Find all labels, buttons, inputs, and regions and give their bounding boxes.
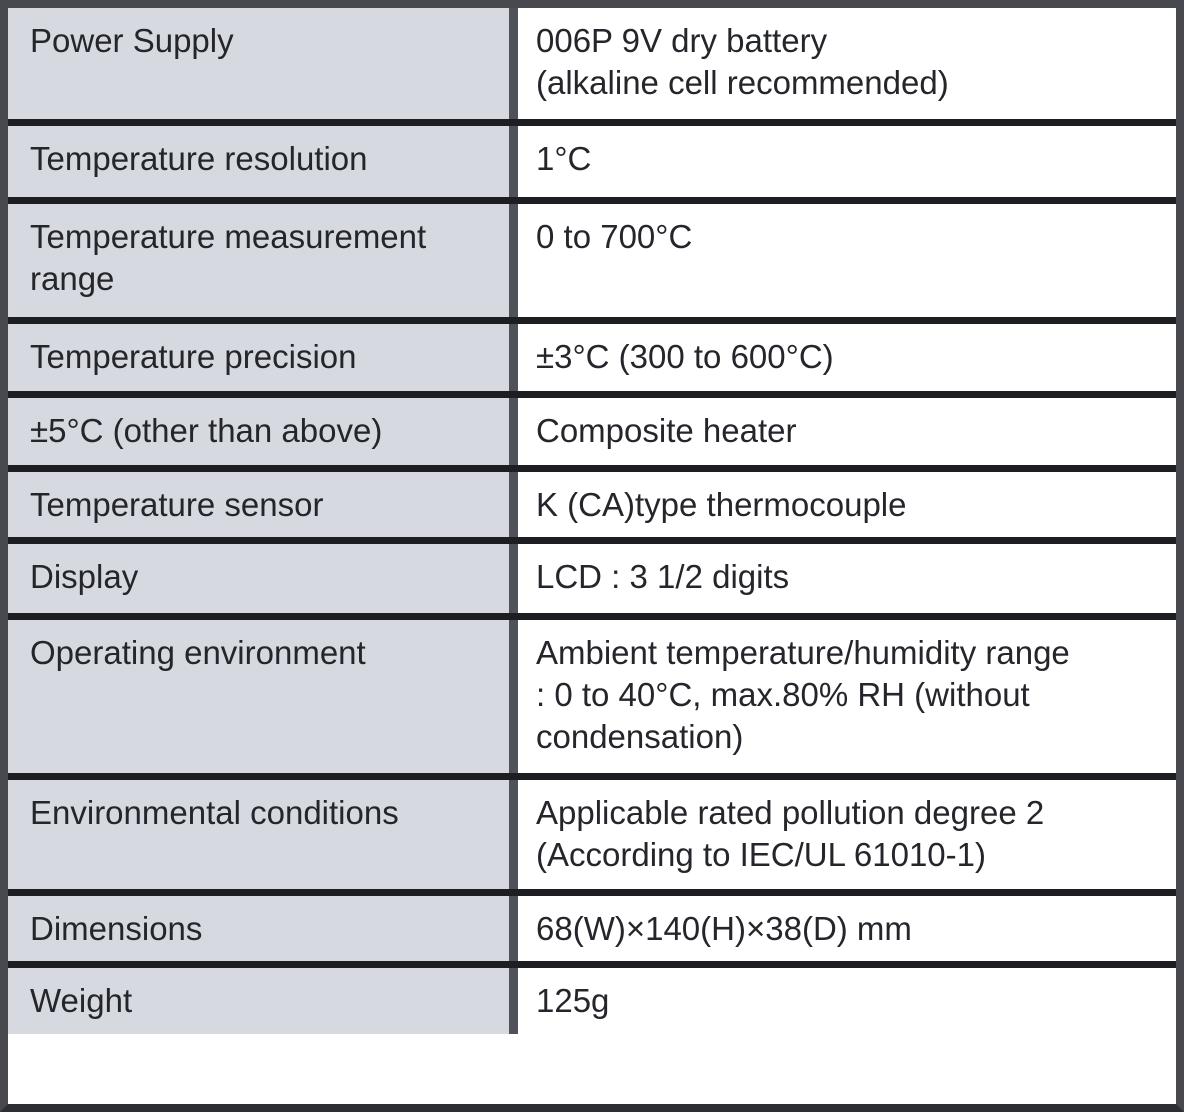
table-row: Operating environment Ambient temperatur… bbox=[8, 620, 1176, 780]
spec-value-cell: Composite heater bbox=[518, 398, 1176, 465]
table-row: Display LCD : 3 1/2 digits bbox=[8, 544, 1176, 620]
spec-value-cell: K (CA)type thermocouple bbox=[518, 472, 1176, 537]
spec-label-cell: Temperature resolution bbox=[8, 126, 518, 197]
spec-value-cell: Ambient temperature/humidity range : 0 t… bbox=[518, 620, 1176, 773]
spec-value-cell: 68(W)×140(H)×38(D) mm bbox=[518, 896, 1176, 961]
table-row: Temperature measurement range 0 to 700°C bbox=[8, 204, 1176, 324]
table-row: Temperature sensor K (CA)type thermocoup… bbox=[8, 472, 1176, 544]
spec-label-cell: Temperature precision bbox=[8, 324, 518, 391]
table-row: Temperature precision ±3°C (300 to 600°C… bbox=[8, 324, 1176, 398]
spec-label-cell: Power Supply bbox=[8, 8, 518, 119]
spec-label-cell: Display bbox=[8, 544, 518, 613]
table-row: ±5°C (other than above) Composite heater bbox=[8, 398, 1176, 472]
spec-label-cell: Environmental conditions bbox=[8, 780, 518, 889]
spec-value-cell: 125g bbox=[518, 968, 1176, 1034]
spec-label-cell: Operating environment bbox=[8, 620, 518, 773]
spec-value-cell: 0 to 700°C bbox=[518, 204, 1176, 317]
spec-value-cell: 006P 9V dry battery (alkaline cell recom… bbox=[518, 8, 1176, 119]
spec-label-cell: ±5°C (other than above) bbox=[8, 398, 518, 465]
spec-value-cell: Applicable rated pollution degree 2 (Acc… bbox=[518, 780, 1176, 889]
table-row: Environmental conditions Applicable rate… bbox=[8, 780, 1176, 896]
spec-value-cell: LCD : 3 1/2 digits bbox=[518, 544, 1176, 613]
spec-value-cell: 1°C bbox=[518, 126, 1176, 197]
spec-label-cell: Weight bbox=[8, 968, 518, 1034]
table-row: Dimensions 68(W)×140(H)×38(D) mm bbox=[8, 896, 1176, 968]
spec-value-cell: ±3°C (300 to 600°C) bbox=[518, 324, 1176, 391]
table-row: Power Supply 006P 9V dry battery (alkali… bbox=[8, 8, 1176, 126]
spec-label-cell: Temperature sensor bbox=[8, 472, 518, 537]
spec-label-cell: Dimensions bbox=[8, 896, 518, 961]
spec-label-cell: Temperature measurement range bbox=[8, 204, 518, 317]
table-row: Temperature resolution 1°C bbox=[8, 126, 1176, 204]
table-row: Weight 125g bbox=[8, 968, 1176, 1034]
